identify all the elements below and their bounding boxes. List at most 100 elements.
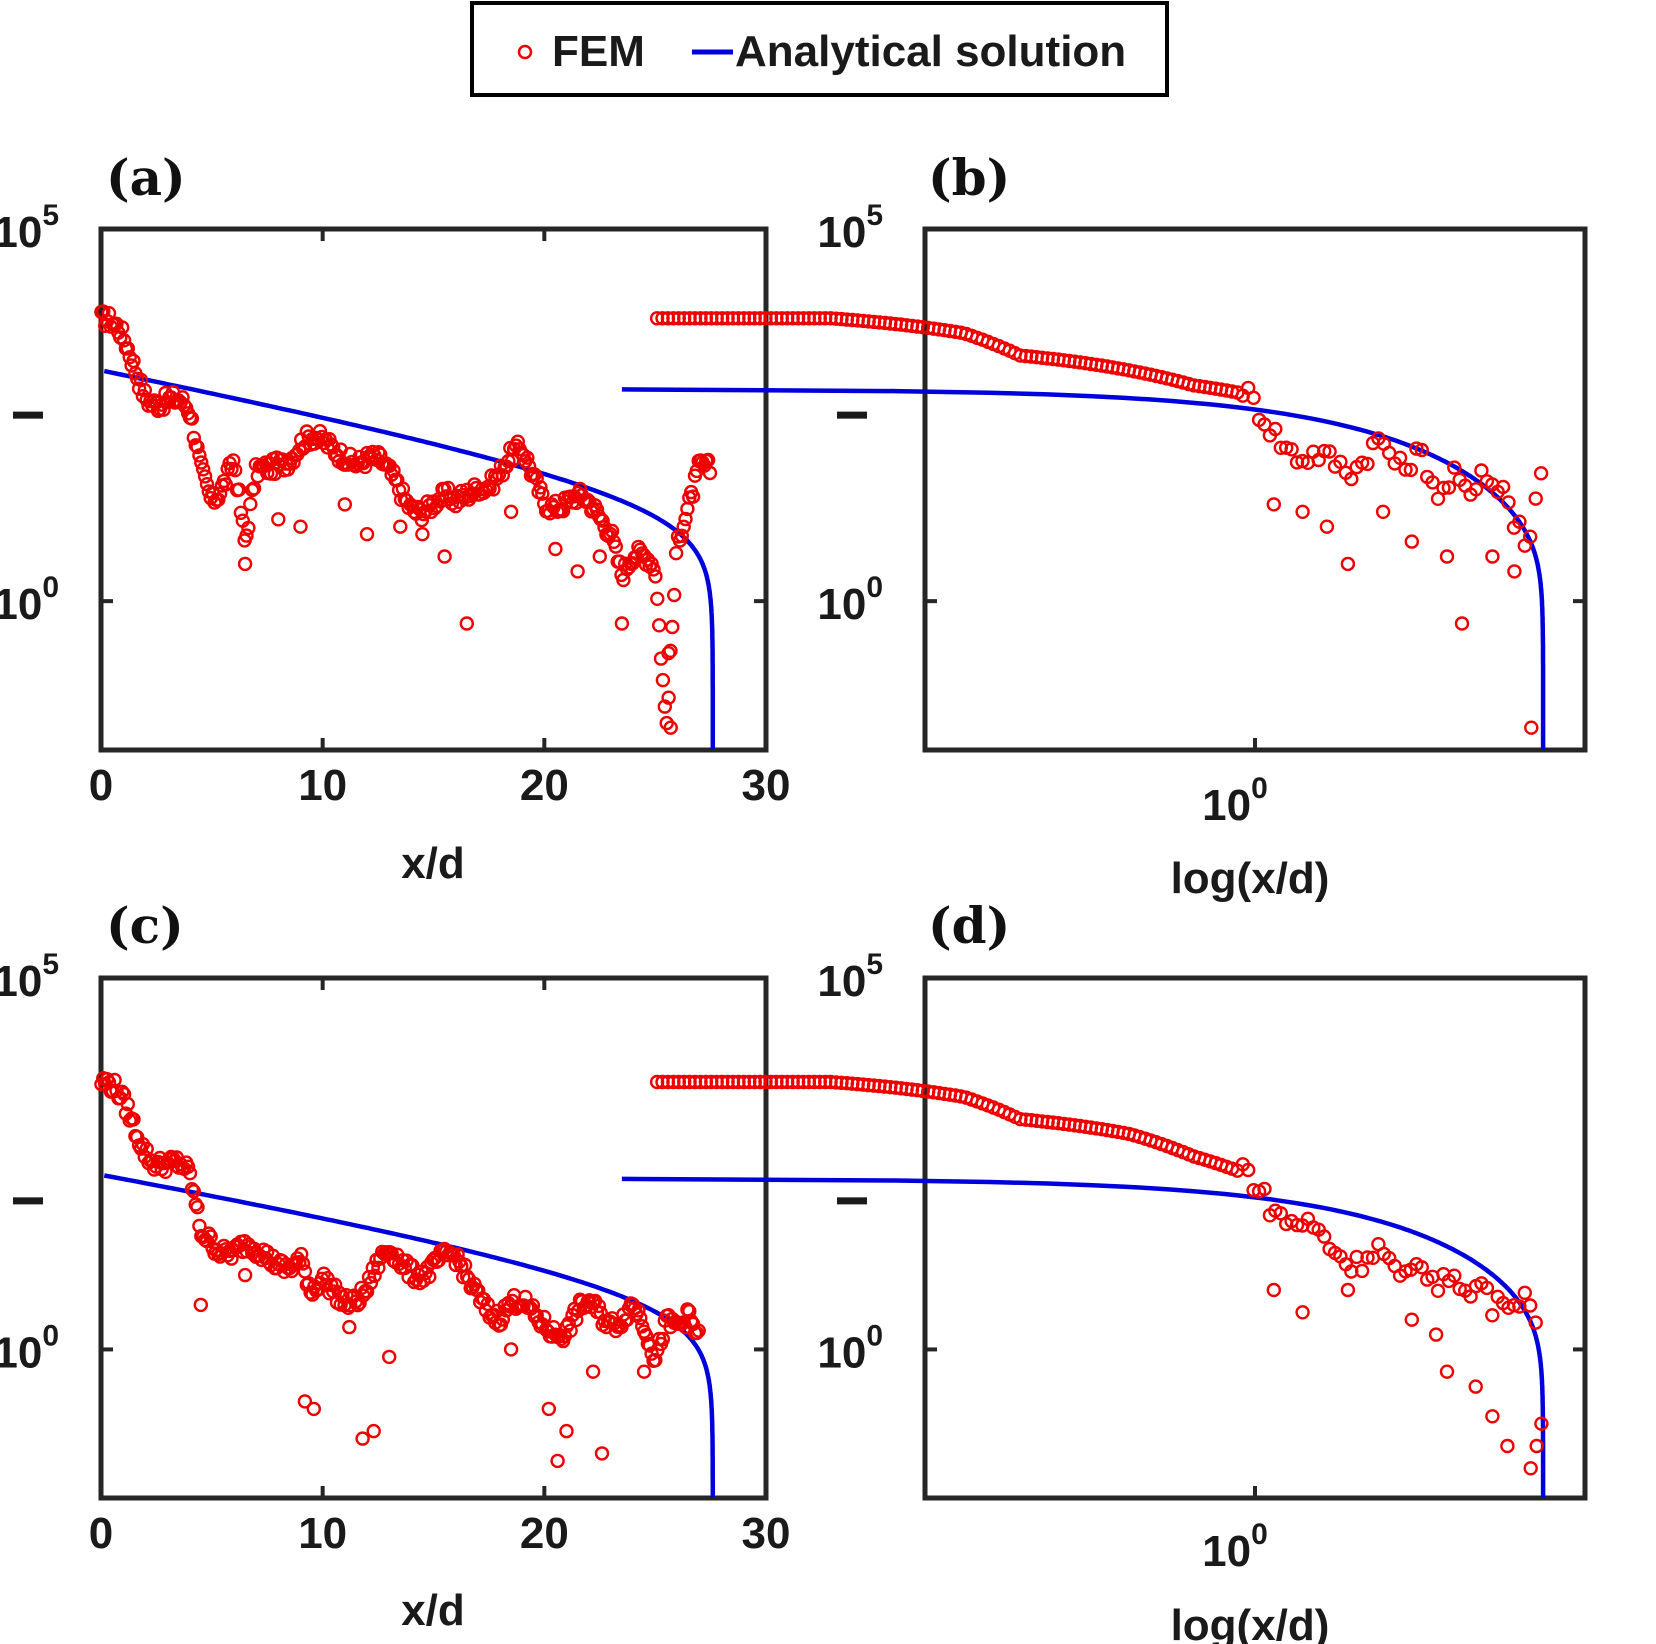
fem-point: [663, 643, 678, 658]
analytical-curve: [621, 1176, 1546, 1498]
fem-point: [1439, 549, 1455, 564]
fem-point: [327, 1277, 343, 1292]
fem-point: [529, 471, 544, 486]
panel-a-plot: [94, 304, 718, 750]
panel-b-xlabel: log(x/d): [1171, 854, 1330, 903]
fem-point: [541, 1401, 556, 1417]
fem-point: [1428, 1327, 1444, 1342]
xtick-label: 10: [298, 761, 347, 810]
fem-point: [1268, 421, 1283, 437]
fem-point: [1322, 444, 1337, 459]
fem-point: [367, 1268, 382, 1284]
fem-point: [1524, 720, 1539, 735]
fem-point: [180, 1159, 196, 1175]
fem-point: [293, 519, 308, 534]
panel-d-axes: [922, 975, 1588, 1501]
fem-point: [1439, 1364, 1455, 1379]
fem-point: [1512, 514, 1527, 529]
fem-point: [691, 1323, 706, 1338]
fem-point: [812, 311, 827, 326]
fem-point: [1501, 495, 1516, 510]
legend-analytical-label: Analytical solution: [735, 27, 1126, 76]
panel-a-xlabel: x/d: [401, 839, 465, 888]
fem-point: [1266, 1282, 1282, 1298]
fem-point: [661, 646, 676, 661]
fem-point: [666, 311, 681, 326]
fem-point: [448, 498, 463, 514]
fem-point: [231, 482, 247, 497]
fem-point: [1344, 471, 1359, 487]
fem-point: [667, 587, 682, 603]
fem-point: [668, 546, 684, 561]
fem-point: [1398, 462, 1413, 477]
fem-point: [561, 1316, 576, 1331]
fem-point: [1528, 1315, 1543, 1330]
fem-point: [682, 1303, 697, 1319]
fem-point: [807, 1074, 822, 1090]
ytick-label: 105: [0, 199, 59, 257]
fem-point: [192, 448, 207, 463]
fem-point: [614, 616, 630, 631]
fem-point: [663, 720, 678, 735]
fem-point: [226, 453, 241, 468]
ytick-label: 100: [817, 1319, 883, 1377]
ytick-exponent: 0: [866, 1319, 883, 1352]
fem-point: [1523, 1461, 1538, 1476]
fem-point: [812, 1074, 827, 1090]
panel-b: (b) 105 100 100 log(x/d): [621, 148, 1588, 903]
panel-d-xlabel: log(x/d): [1171, 1601, 1330, 1644]
fem-point: [459, 616, 474, 631]
xtick-label: 100: [1202, 772, 1268, 830]
xtick-exponent: 0: [1251, 772, 1268, 805]
fem-point: [366, 1423, 381, 1439]
fem-point: [657, 699, 672, 714]
analytical-curve: [621, 387, 1546, 750]
fem-point: [1375, 504, 1391, 519]
fem-point: [648, 569, 663, 584]
fem-point: [337, 497, 352, 512]
fem-point: [1507, 564, 1522, 579]
fem-point: [241, 520, 256, 536]
fem-point: [116, 333, 132, 348]
fem-point: [685, 489, 701, 504]
analytical-curve: [103, 368, 716, 750]
fem-point: [592, 549, 607, 564]
fem-point: [736, 311, 752, 326]
fem-point: [807, 311, 822, 326]
fem-point: [1468, 1379, 1483, 1394]
fem-point: [286, 455, 301, 470]
fem-point: [559, 1423, 574, 1439]
fem-point: [1316, 1229, 1332, 1244]
fem-point: [665, 619, 680, 635]
fem-point: [326, 440, 341, 455]
fem-point: [393, 519, 408, 534]
fem-point: [297, 1264, 313, 1279]
fem-point: [1447, 1268, 1462, 1283]
fem-point: [359, 527, 375, 542]
fem-point: [437, 549, 452, 564]
xtick-label: 0: [89, 1509, 113, 1558]
fem-point: [294, 1246, 309, 1262]
xtick-label: 100: [1202, 1518, 1268, 1576]
fem-point: [184, 1181, 200, 1197]
fem-point: [1479, 1280, 1495, 1296]
fem-point: [131, 381, 147, 396]
ytick-exponent: 0: [42, 571, 59, 604]
fem-point: [671, 311, 686, 326]
fem-point: [646, 562, 661, 577]
fem-point: [1284, 442, 1299, 457]
fem-point: [177, 398, 192, 413]
fem-point: [1333, 454, 1348, 469]
xtick-label: 30: [742, 1509, 791, 1558]
fem-point: [1295, 504, 1310, 519]
fem-point: [736, 1074, 752, 1090]
panel-c-xlabel: x/d: [401, 1586, 465, 1635]
fem-point: [384, 1245, 399, 1261]
fem-point: [342, 1319, 357, 1335]
fem-point: [246, 481, 262, 496]
panel-a-axes: [98, 226, 769, 753]
ytick-exponent: 0: [866, 571, 883, 604]
fem-point: [1360, 456, 1375, 472]
fem-point: [503, 1342, 519, 1357]
fem-point: [503, 504, 519, 519]
